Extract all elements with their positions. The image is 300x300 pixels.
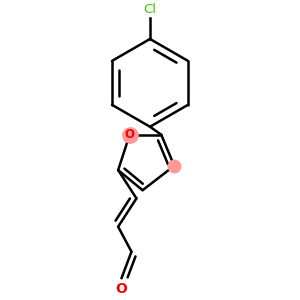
Text: O: O [116, 282, 128, 296]
Text: Cl: Cl [143, 3, 157, 16]
Text: O: O [124, 128, 135, 141]
